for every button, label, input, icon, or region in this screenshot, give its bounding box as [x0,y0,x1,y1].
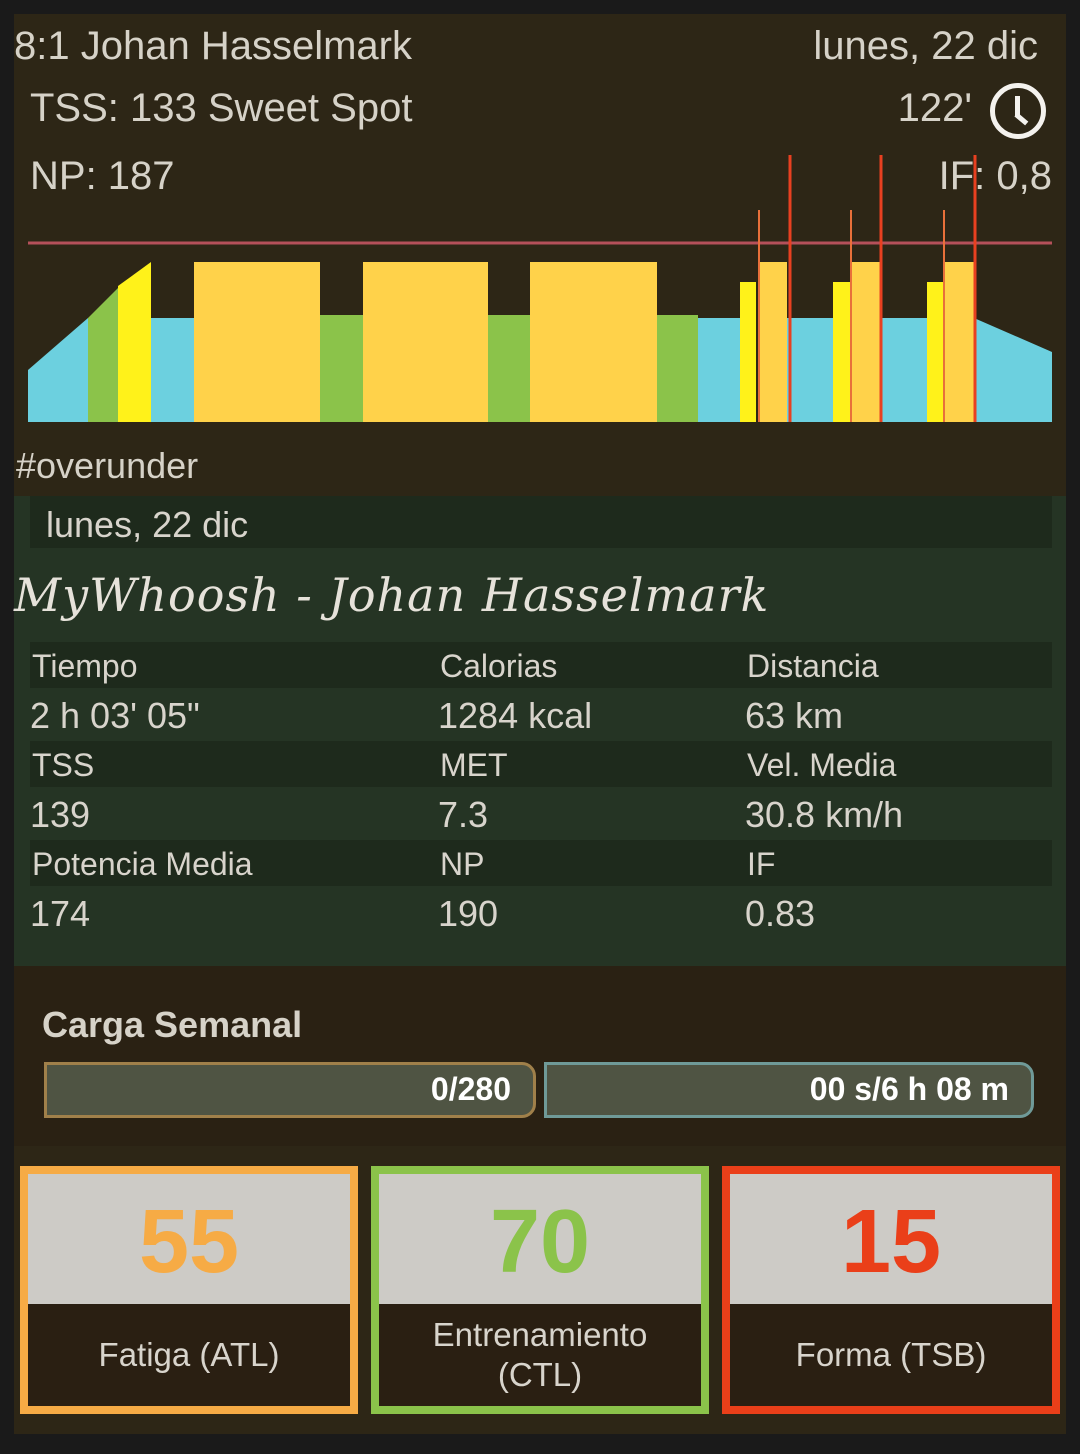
hashtag: #overunder [16,445,199,486]
clock-icon [990,83,1046,139]
stats-header-row [30,840,1052,886]
interval-z5 [118,262,151,422]
stat-value: 190 [438,893,499,934]
time-progress-bar: 00 s/6 h 08 m [544,1062,1034,1118]
stat-value: 174 [30,893,91,934]
interval-z2 [881,318,927,422]
workout-name: 8:1 Johan Hasselmark [14,24,412,68]
stat-label: Distancia [747,648,879,684]
metric-value: 15 [730,1174,1052,1304]
stat-value: 2 h 03' 05" [30,695,200,736]
interval-z3 [320,315,363,422]
stat-label: Tiempo [32,648,138,684]
metric-tsb[interactable]: 15 Forma (TSB) [722,1166,1060,1414]
interval-z2 [698,318,740,422]
interval-z2 [974,318,1052,422]
workout-duration: 122' [897,86,972,130]
stat-value: 139 [30,794,91,835]
stat-label: Calorias [440,648,558,684]
interval-z2 [28,318,88,422]
workout-profile-chart [28,155,1052,422]
stat-value: 7.3 [438,794,489,835]
interval-z3 [88,288,118,422]
interval-z2 [787,318,833,422]
metric-atl[interactable]: 55 Fatiga (ATL) [20,1166,358,1414]
activity-date: lunes, 22 dic [46,504,249,545]
stats-header-row [30,642,1052,688]
stat-value: 1284 kcal [438,695,593,736]
tss-progress-bar: 0/280 [44,1062,536,1118]
stat-value: 63 km [745,695,844,736]
weekly-load-panel: Carga Semanal 0/280 00 s/6 h 08 m [14,966,1066,1146]
stats-header-row [30,741,1052,787]
interval-z4 [852,262,881,422]
stat-label: MET [440,747,508,783]
metric-label: Forma (TSB) [730,1304,1052,1406]
stat-label: NP [440,846,485,882]
stat-value: 30.8 km/h [745,794,904,835]
interval-z5 [740,282,756,422]
interval-z5 [833,282,850,422]
interval-z3 [488,315,530,422]
workout-if: IF: 0,8 [938,154,1052,198]
interval-z3 [657,315,698,422]
workout-np: NP: 187 [30,154,175,198]
stat-label: TSS [32,747,95,783]
interval-z4 [363,262,488,422]
metric-label: Entrenamiento (CTL) [379,1304,701,1406]
workout-tss: TSS: 133 Sweet Spot [30,86,413,130]
interval-z4 [194,262,320,422]
metrics-panel: 55 Fatiga (ATL) 70 Entrenamiento (CTL) 15 F… [14,1146,1066,1434]
activity-date-row: lunes, 22 dic [30,496,1052,548]
weekly-load-title: Carga Semanal [42,1004,303,1045]
stat-label: Potencia Media [32,846,253,882]
stat-label: IF [747,846,776,882]
activity-title: MyWhoosh - Johan Hasselmark [14,568,770,622]
metric-ctl[interactable]: 70 Entrenamiento (CTL) [371,1166,709,1414]
stat-value: 0.83 [745,893,816,934]
workout-date: lunes, 22 dic [813,24,1038,68]
interval-z5 [927,282,943,422]
metric-label: Fatiga (ATL) [28,1304,350,1406]
stat-label: Vel. Media [747,747,897,783]
interval-z4 [758,262,787,422]
metric-value: 55 [28,1174,350,1304]
metric-value: 70 [379,1174,701,1304]
interval-z4 [945,262,974,422]
activity-panel[interactable]: lunes, 22 dic Tiempo Calorias Distancia 2 h… [14,496,1066,966]
interval-z2 [151,318,194,422]
interval-z4 [530,262,657,422]
